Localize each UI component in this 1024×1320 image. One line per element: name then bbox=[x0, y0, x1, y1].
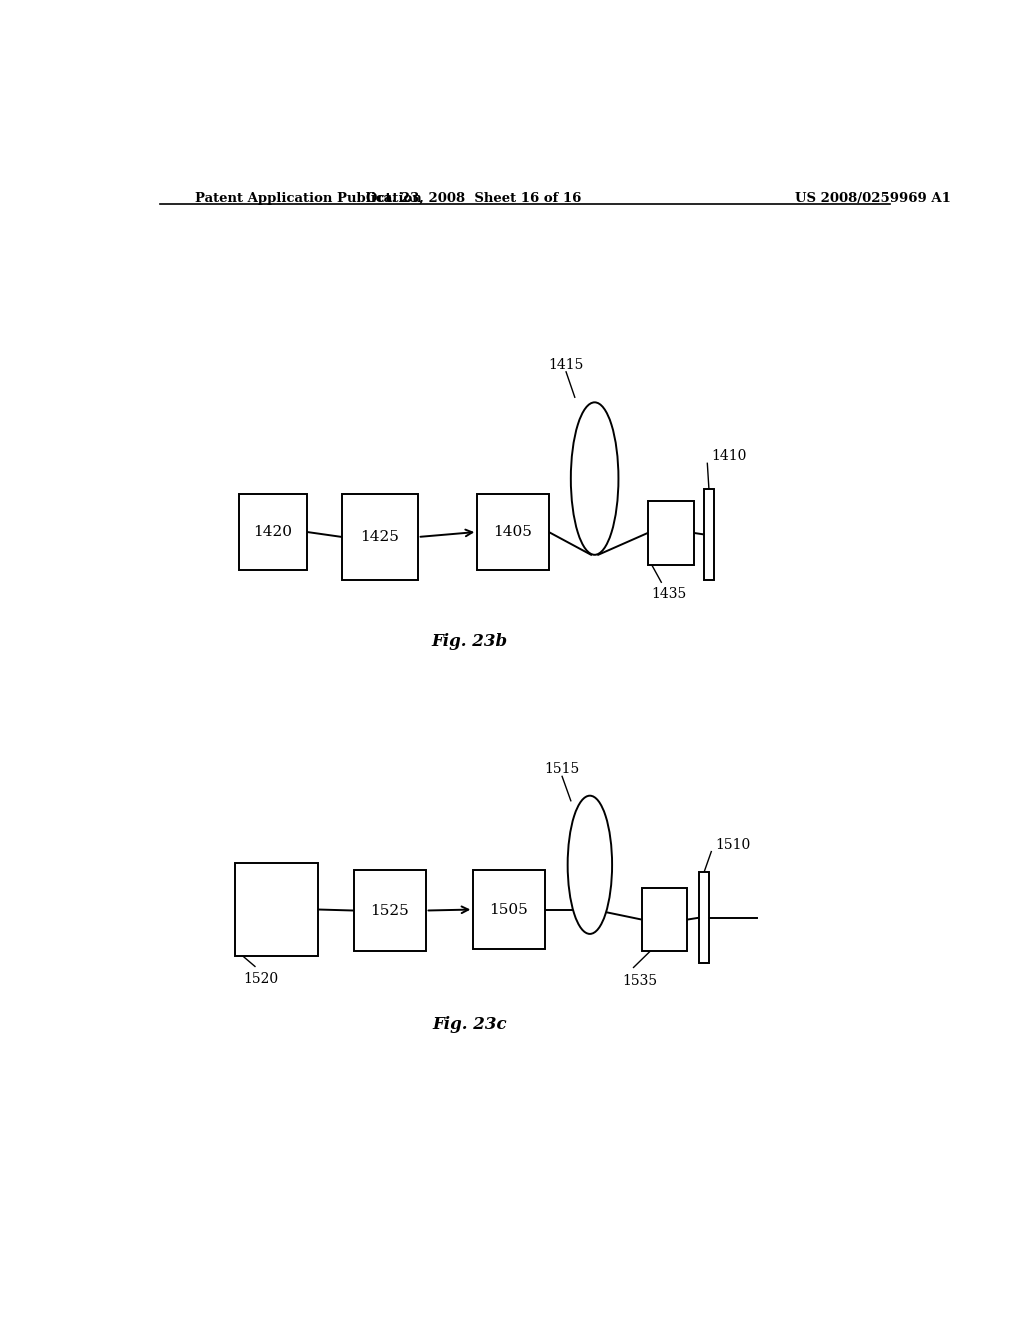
Text: Fig. 23c: Fig. 23c bbox=[432, 1016, 507, 1032]
Text: 1525: 1525 bbox=[371, 903, 410, 917]
Bar bbox=[354, 870, 426, 952]
Text: Fig. 23b: Fig. 23b bbox=[431, 632, 507, 649]
Text: Oct. 23, 2008  Sheet 16 of 16: Oct. 23, 2008 Sheet 16 of 16 bbox=[366, 191, 581, 205]
Bar bbox=[705, 488, 715, 581]
Text: 1510: 1510 bbox=[715, 838, 751, 851]
Text: Patent Application Publication: Patent Application Publication bbox=[196, 191, 422, 205]
Bar bbox=[642, 888, 687, 952]
Bar bbox=[240, 494, 306, 570]
Text: US 2008/0259969 A1: US 2008/0259969 A1 bbox=[795, 191, 950, 205]
Text: 1535: 1535 bbox=[623, 974, 657, 987]
Text: 1420: 1420 bbox=[253, 525, 292, 539]
Text: 1505: 1505 bbox=[489, 903, 528, 916]
Text: 1435: 1435 bbox=[651, 587, 687, 602]
Bar bbox=[342, 494, 418, 581]
Bar bbox=[699, 873, 709, 964]
Text: 1520: 1520 bbox=[243, 972, 279, 986]
Bar bbox=[236, 863, 318, 956]
Text: 1405: 1405 bbox=[494, 525, 532, 539]
Text: 1410: 1410 bbox=[712, 449, 746, 463]
Text: 1415: 1415 bbox=[549, 358, 584, 372]
Text: 1425: 1425 bbox=[360, 531, 399, 544]
Bar bbox=[648, 500, 694, 565]
Ellipse shape bbox=[567, 796, 612, 935]
Bar bbox=[477, 494, 549, 570]
Text: 1515: 1515 bbox=[545, 763, 580, 776]
Bar bbox=[473, 870, 545, 949]
Ellipse shape bbox=[570, 403, 618, 554]
